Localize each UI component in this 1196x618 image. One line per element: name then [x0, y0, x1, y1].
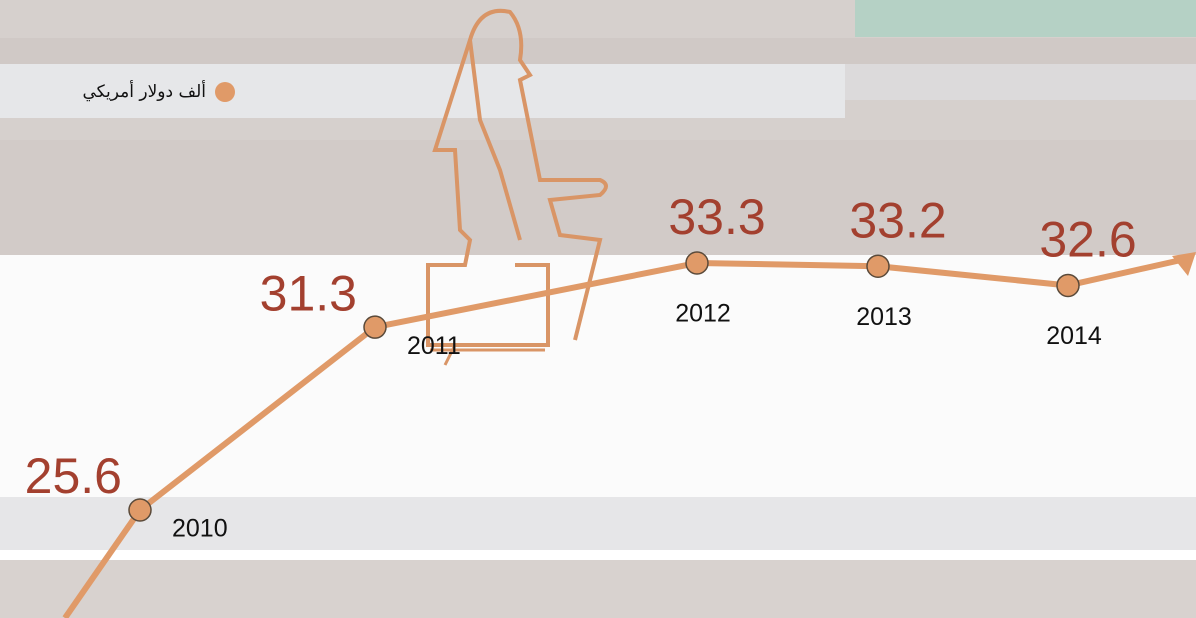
- x-tick-label: 2010: [172, 515, 228, 543]
- data-point: [686, 252, 708, 274]
- data-point: [867, 255, 889, 277]
- value-label: 32.6: [1039, 212, 1136, 268]
- background-band: [0, 560, 1196, 618]
- x-tick-label: 2013: [856, 303, 912, 331]
- data-point: [1057, 274, 1079, 296]
- accent-box: [855, 0, 1196, 37]
- background-band: [0, 255, 1196, 497]
- value-label: 33.3: [668, 189, 765, 245]
- page: {"chart_data": {"type": "line", "categor…: [0, 0, 1196, 618]
- value-label: 31.3: [260, 265, 357, 321]
- legend-label: ألف دولار أمريكي: [83, 80, 207, 102]
- data-point: [364, 316, 386, 338]
- x-tick-label: 2012: [675, 300, 731, 328]
- background-band: [0, 38, 1196, 64]
- x-tick-label: 2011: [407, 332, 461, 360]
- background-band: [845, 64, 1196, 100]
- x-tick-label: 2014: [1046, 322, 1102, 350]
- value-label: 25.6: [25, 448, 122, 504]
- legend-marker: [215, 82, 235, 102]
- data-point: [129, 499, 151, 521]
- chart: ألف دولار أمريكي 25.6 2010 31.3 2011 33.3 201…: [0, 0, 1196, 618]
- value-label: 33.2: [849, 192, 946, 248]
